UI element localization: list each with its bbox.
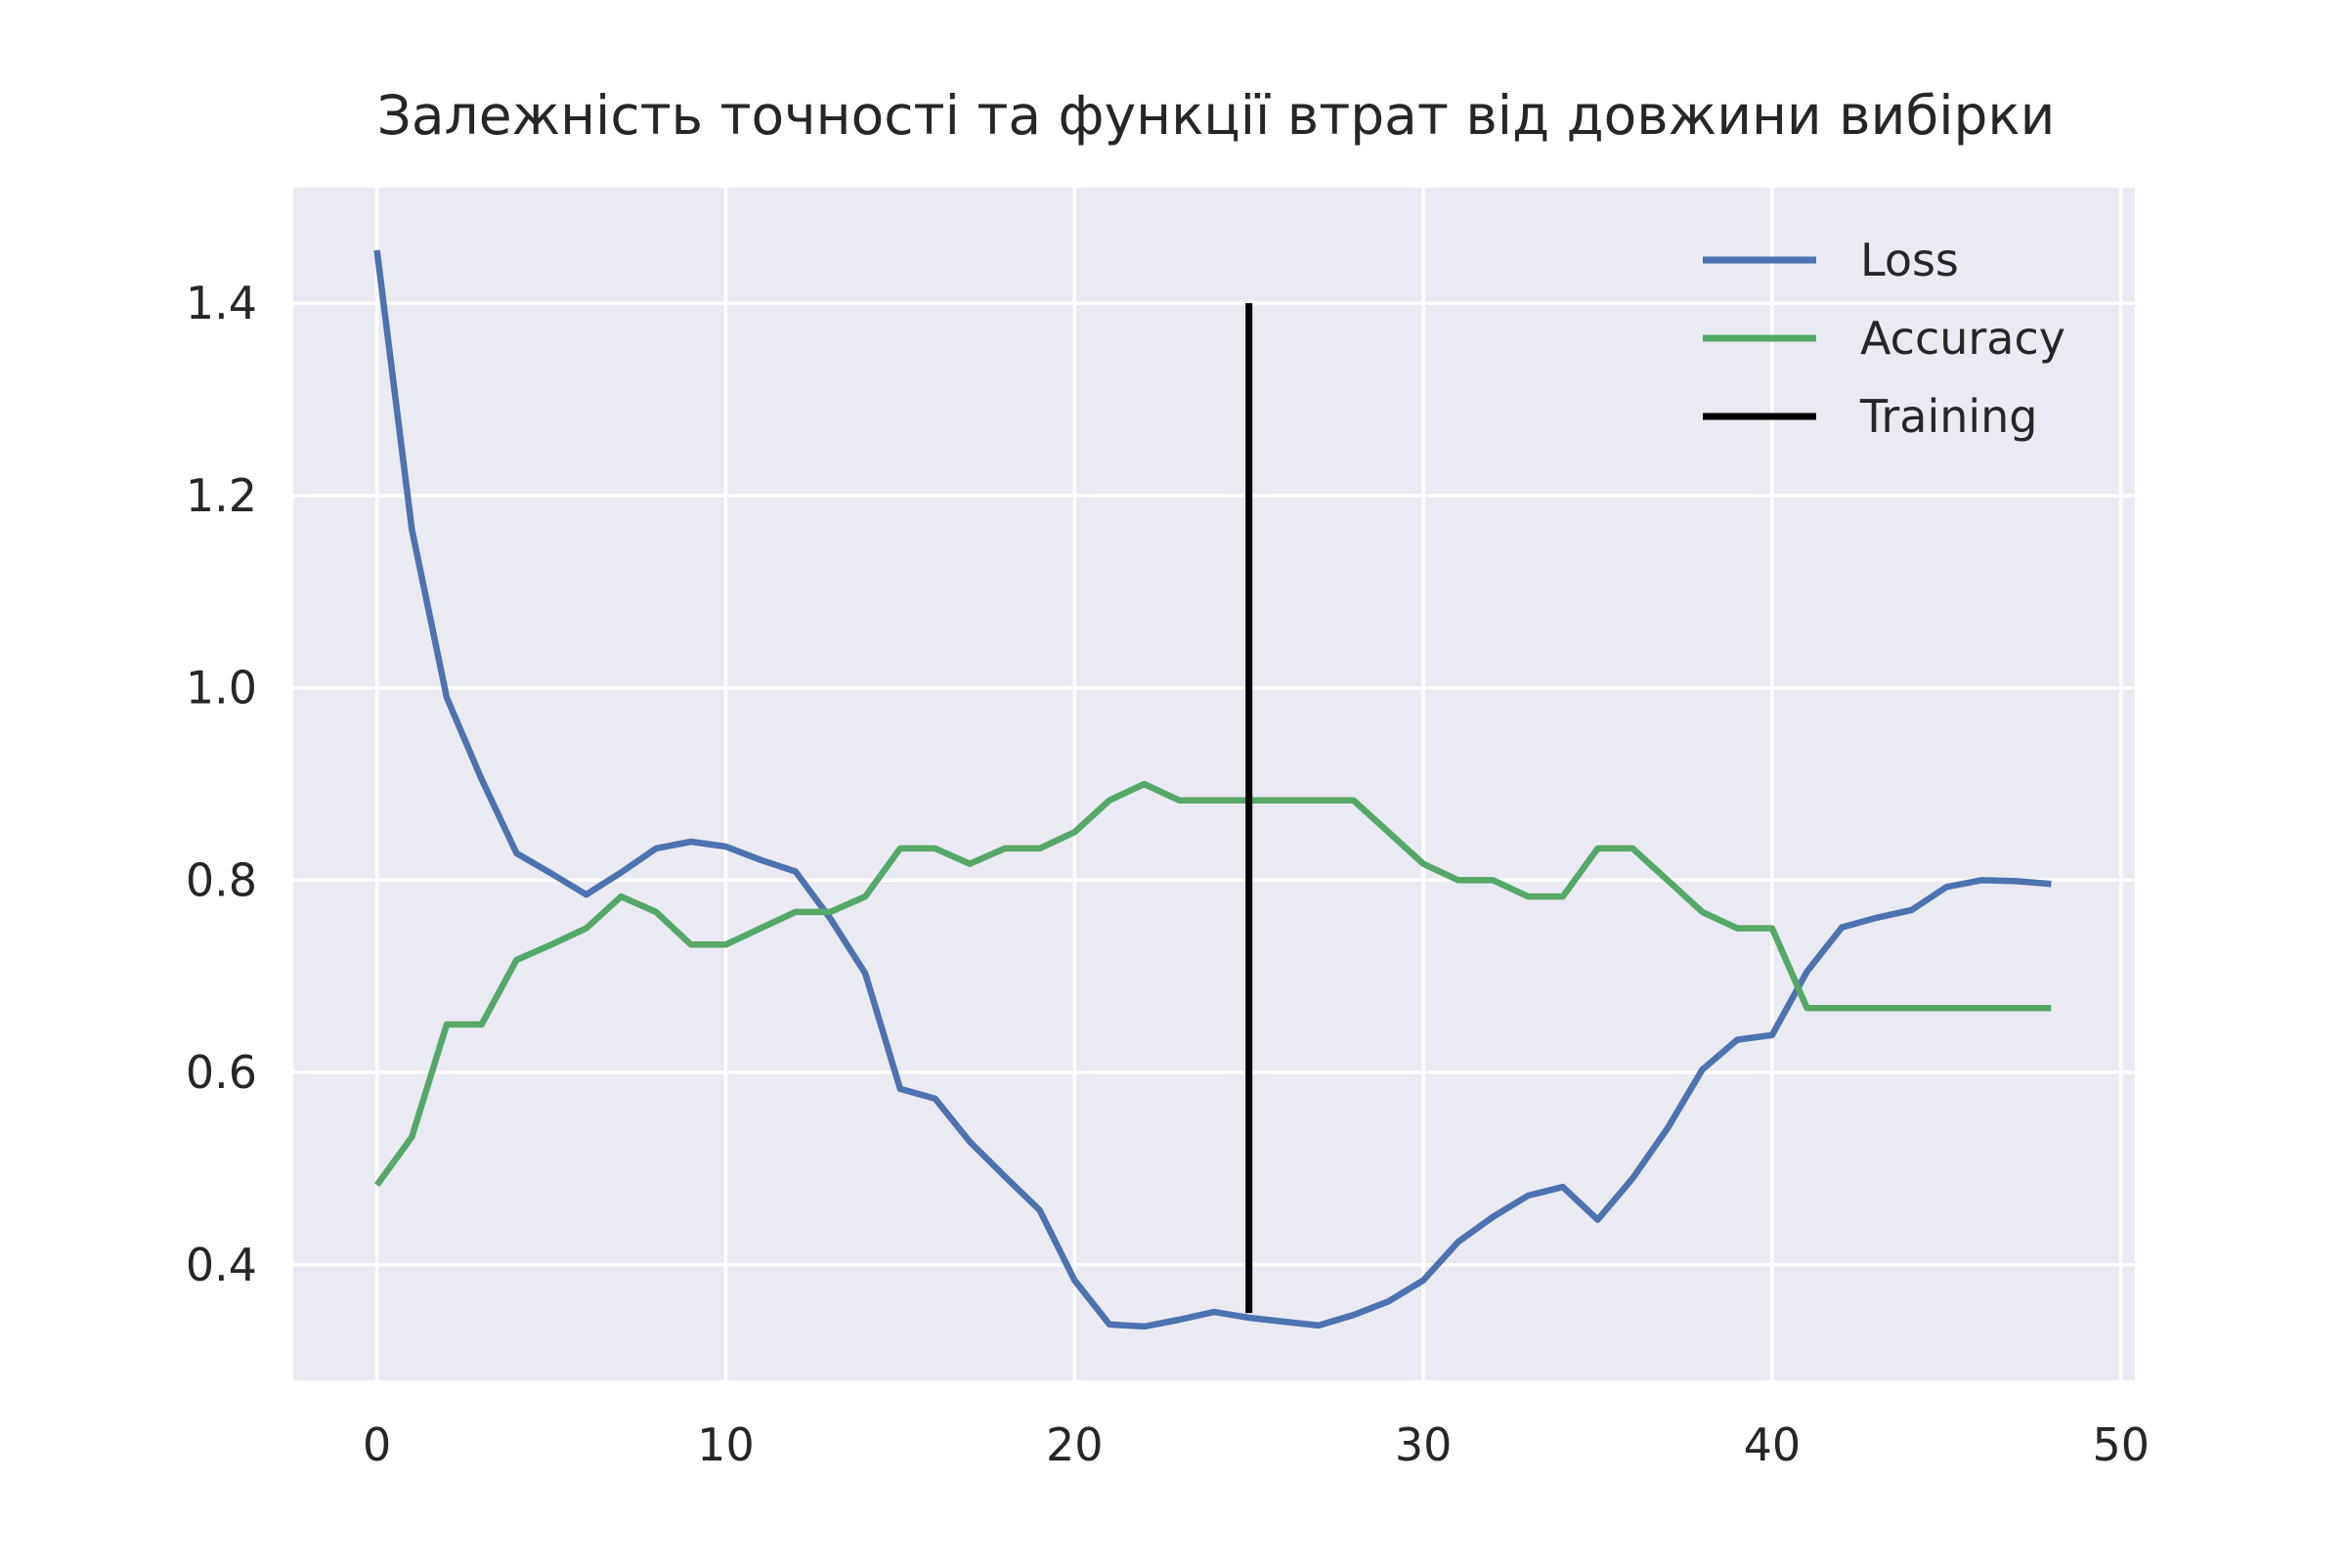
x-tick-label: 0: [363, 1418, 391, 1471]
legend: Loss Accuracy Training: [1703, 234, 2065, 443]
y-tick-label: 1.0: [186, 662, 257, 715]
y-tick-label: 0.8: [186, 853, 257, 906]
y-tick-label: 0.4: [186, 1239, 257, 1291]
x-tick-label: 10: [697, 1418, 755, 1471]
tick-labels: 0 10 20 30 40 50 0.4 0.6 0.8 1.0 1.2 1.4: [186, 277, 2150, 1471]
y-tick-label: 1.2: [186, 469, 257, 522]
series-line-loss: [373, 249, 2052, 1330]
legend-label-training: Training: [1859, 390, 2038, 443]
legend-label-loss: Loss: [1860, 234, 1959, 286]
x-tick-label: 30: [1395, 1418, 1453, 1471]
series-line-accuracy: [373, 780, 2052, 1188]
y-tick-label: 1.4: [186, 277, 257, 329]
series-layer: [373, 249, 2052, 1330]
x-tick-label: 50: [2092, 1418, 2150, 1471]
x-tick-label: 20: [1046, 1418, 1104, 1471]
y-tick-label: 0.6: [186, 1046, 257, 1099]
legend-label-accuracy: Accuracy: [1860, 312, 2065, 365]
x-tick-label: 40: [1744, 1418, 1802, 1471]
chart-title: Залежність точності та функції втрат від…: [377, 84, 2056, 147]
plot-background: [293, 188, 2135, 1380]
grid-layer: [293, 188, 2135, 1380]
